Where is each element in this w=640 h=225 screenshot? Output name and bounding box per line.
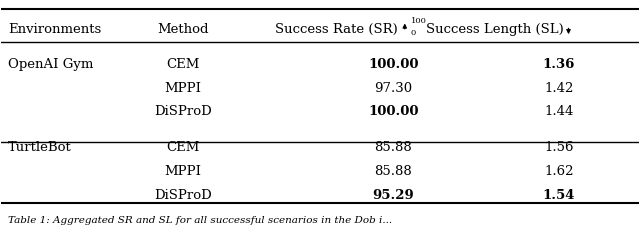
Text: CEM: CEM [166,141,200,154]
Text: Success Rate (SR): Success Rate (SR) [275,23,397,36]
Text: Table 1: Aggregated SR and SL for all successful scenarios in the Dob i...: Table 1: Aggregated SR and SL for all su… [8,216,392,225]
Text: 85.88: 85.88 [374,141,412,154]
Text: 95.29: 95.29 [372,189,414,202]
Text: 1.36: 1.36 [543,58,575,71]
Text: TurtleBot: TurtleBot [8,141,72,154]
Text: 1.56: 1.56 [544,141,573,154]
Text: Method: Method [157,23,209,36]
Text: DiSProD: DiSProD [154,105,212,118]
Text: 1.54: 1.54 [543,189,575,202]
Text: Success Length (SL): Success Length (SL) [426,23,564,36]
Text: CEM: CEM [166,58,200,71]
Text: OpenAI Gym: OpenAI Gym [8,58,93,71]
Text: Environments: Environments [8,23,101,36]
Text: 1.62: 1.62 [544,165,573,178]
Text: 1.44: 1.44 [544,105,573,118]
Text: MPPI: MPPI [164,165,202,178]
Text: 0: 0 [410,29,416,37]
Text: 100.00: 100.00 [368,58,419,71]
Text: 97.30: 97.30 [374,81,412,94]
Text: 100.00: 100.00 [368,105,419,118]
Text: 85.88: 85.88 [374,165,412,178]
Text: DiSProD: DiSProD [154,189,212,202]
Text: MPPI: MPPI [164,81,202,94]
Text: 1.42: 1.42 [544,81,573,94]
Text: 100: 100 [410,17,426,25]
